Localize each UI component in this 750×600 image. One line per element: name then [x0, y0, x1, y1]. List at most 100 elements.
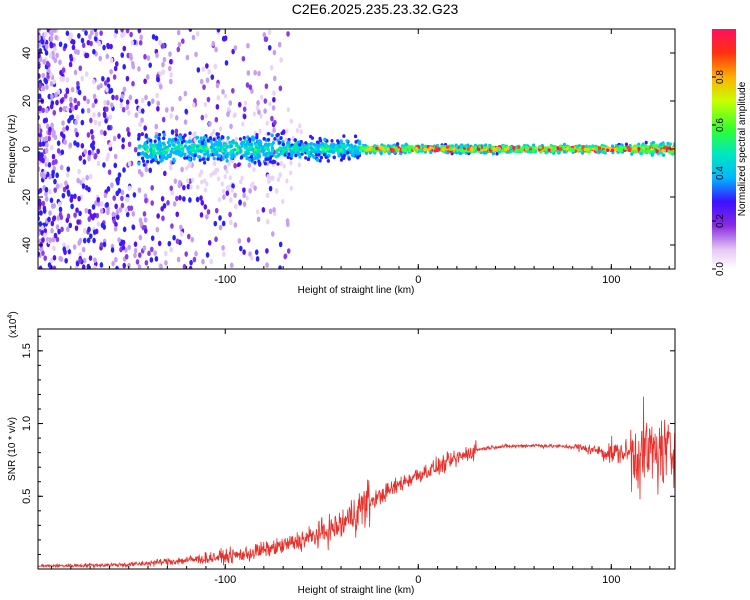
spectrogram-cell: [269, 142, 273, 147]
spectrogram-cell: [105, 155, 110, 162]
spectrogram-cell: [150, 200, 154, 206]
spectrogram-cell: [245, 195, 249, 201]
spectrogram-cell: [84, 207, 89, 214]
spectrogram-cell: [270, 133, 274, 138]
spectrogram-cell: [256, 149, 260, 154]
spectrogram-cell: [434, 145, 438, 150]
spectrogram-cell: [272, 75, 277, 82]
snr-ytick-label: 1.5: [21, 343, 33, 358]
spectrogram-cell: [92, 48, 96, 55]
spectrogram-cell: [160, 155, 164, 159]
spectrogram-cell: [57, 228, 61, 235]
spectrogram-cell: [49, 71, 53, 78]
spectrogram-cell: [65, 244, 70, 251]
spectrogram-cell: [343, 149, 348, 154]
spectrogram-cell: [331, 145, 335, 149]
spectrogram-cell: [298, 123, 302, 129]
spectrogram-cell: [346, 150, 350, 155]
spectrogram-cell: [80, 119, 85, 126]
spectrogram-cell: [512, 145, 516, 150]
spectrogram-cell: [149, 155, 153, 159]
spectrogram-cell: [206, 157, 210, 161]
spectrogram-cell: [183, 119, 188, 125]
spectrogram-cell: [223, 93, 228, 99]
spectrogram-cell: [279, 136, 283, 140]
spectrogram-cell: [213, 220, 218, 227]
spectrogram-cell: [145, 144, 149, 149]
spectrogram-cell: [132, 192, 137, 198]
spectrogram-cell: [149, 257, 154, 263]
spectrogram-cell: [515, 148, 520, 153]
spectrogram-cell: [76, 177, 80, 184]
spectrogram-cell: [477, 147, 481, 152]
spectrogram-cell: [131, 62, 135, 69]
spectrogram-cell: [268, 101, 272, 107]
spectrogram-cell: [209, 258, 213, 265]
spectrogram-cell: [262, 32, 267, 38]
spectrogram-cell: [229, 123, 233, 130]
spectrogram-cell: [583, 147, 587, 152]
spectrogram-cell: [250, 147, 255, 152]
spectrogram-cell: [216, 176, 221, 182]
spectrogram-cell: [316, 145, 320, 150]
spectrogram-cell: [263, 98, 268, 104]
spectrogram-cell: [161, 61, 165, 68]
spectrogram-cell: [38, 42, 41, 48]
spectrogram-cell: [137, 136, 141, 141]
spectrogram-cell: [266, 147, 270, 152]
spectrogram-cell: [214, 140, 218, 145]
spectrogram-cell: [306, 150, 310, 155]
spectrogram-cell: [81, 177, 85, 183]
spectrogram-cell: [147, 100, 151, 107]
spectrogram-cell: [104, 118, 108, 124]
spectrogram-cell: [306, 146, 310, 150]
spectrogram-cell: [213, 152, 217, 156]
spectrogram-cell: [652, 143, 656, 148]
spectrogram-cell: [199, 212, 204, 218]
spectrogram-cell: [95, 212, 100, 219]
spectrogram-cell: [221, 188, 226, 194]
spectrogram-cell: [106, 76, 111, 83]
spectrogram-cell: [99, 208, 104, 214]
spectrogram-cell: [74, 225, 79, 231]
spectrogram-cell: [86, 263, 91, 269]
spectrogram-cell: [257, 159, 261, 164]
colorbar-label: Normalized spectral amplitude: [737, 81, 748, 216]
spectrogram-cell: [101, 75, 105, 82]
spectrogram-cell: [45, 158, 50, 164]
spectrogram-cell: [171, 138, 175, 142]
spectrogram-cell: [144, 197, 148, 204]
spectrogram-cell: [189, 184, 193, 190]
spectrogram-cell: [75, 207, 79, 213]
spectrogram-cell: [529, 150, 533, 154]
spectrogram-cell: [364, 151, 369, 156]
spectrogram-cell: [441, 147, 446, 152]
spectrogram-cell: [294, 142, 298, 146]
spectrogram-cell: [53, 57, 58, 64]
spectrogram-cell: [242, 192, 246, 199]
spectrogram-cell: [41, 237, 45, 243]
spectrogram-cell: [133, 247, 138, 254]
spectrogram-cell: [68, 61, 73, 68]
spectrogram-cell: [99, 201, 104, 207]
spectrogram-cell: [191, 177, 195, 183]
spectrogram-cell: [240, 175, 244, 181]
spectrogram-cell: [131, 224, 136, 231]
spectrogram-cell: [278, 85, 283, 92]
spectrogram-cell: [57, 201, 62, 208]
spectrogram-cell: [202, 84, 206, 90]
spectrogram-cell: [44, 135, 49, 142]
spectrogram-cell: [293, 138, 297, 142]
spectrogram-cell: [97, 111, 101, 118]
spectrogram-cell: [155, 92, 159, 99]
spectrogram-cell: [82, 227, 87, 234]
spectrogram-cell: [265, 248, 269, 254]
spectrogram-cell: [214, 236, 218, 243]
spectrogram-cell: [497, 150, 501, 154]
spectrogram-cell: [257, 70, 261, 77]
spectrogram-cell: [128, 52, 133, 59]
spectrogram-cell: [155, 76, 160, 83]
spectrogram-cell: [78, 65, 83, 72]
spectrogram-cell: [178, 194, 182, 201]
snr-xtick-label: 0: [415, 574, 421, 586]
